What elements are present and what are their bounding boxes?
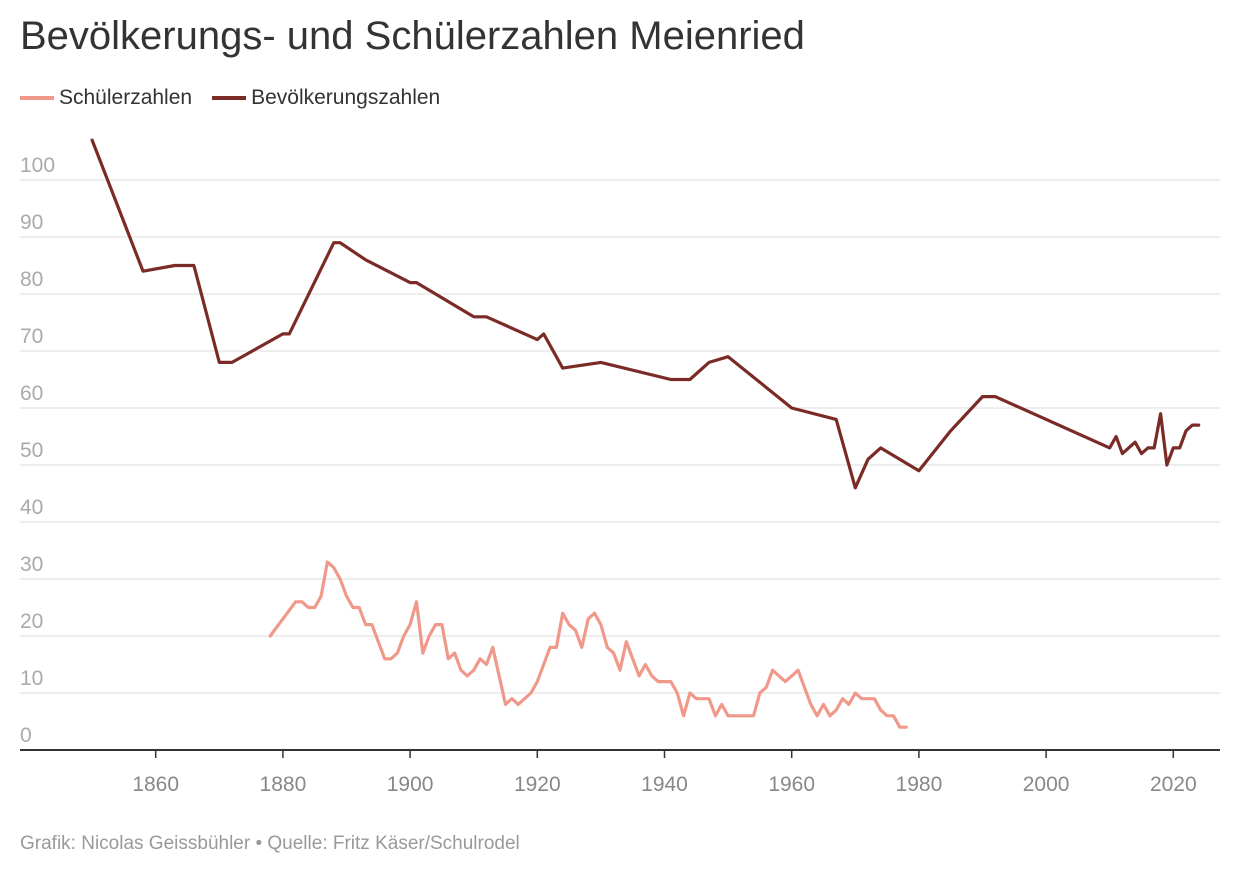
x-tick-label-1920: 1920: [514, 773, 561, 796]
x-tick-label-2000: 2000: [1023, 773, 1070, 796]
legend-item-bevoelkerungszahlen[interactable]: Bevölkerungszahlen: [212, 86, 440, 110]
y-tick-label-30: 30: [20, 553, 43, 576]
y-tick-label-0: 0: [20, 724, 32, 747]
x-tick-label-1880: 1880: [260, 773, 307, 796]
x-axis: 1860 1880 1900 1920 1940 1960 1980 2000 2020: [20, 749, 1220, 796]
y-axis-ticks: 0 10 20 30 40 50 60 70 80 90 100: [20, 154, 55, 747]
series-lines: [90, 138, 1201, 729]
x-tick-label-1900: 1900: [387, 773, 434, 796]
series-line-bevoelkerungszahlen: [90, 138, 1201, 490]
y-tick-label-90: 90: [20, 211, 43, 234]
y-tick-label-40: 40: [20, 496, 43, 519]
y-tick-label-100: 100: [20, 154, 55, 177]
gridlines: [20, 179, 1220, 694]
x-tick-label-1860: 1860: [132, 773, 179, 796]
x-tick-label-1960: 1960: [768, 773, 815, 796]
x-tick-label-2020: 2020: [1150, 773, 1197, 796]
legend: Schülerzahlen Bevölkerungszahlen: [20, 86, 460, 110]
y-tick-label-70: 70: [20, 325, 43, 348]
y-tick-label-50: 50: [20, 439, 43, 462]
legend-label-schuelerzahlen: Schülerzahlen: [59, 86, 193, 109]
legend-label-bevoelkerungszahlen: Bevölkerungszahlen: [251, 86, 441, 109]
legend-swatch-bevoelkerungszahlen: [212, 96, 247, 100]
y-tick-label-10: 10: [20, 667, 43, 690]
legend-swatch-schuelerzahlen: [20, 96, 54, 100]
y-tick-label-80: 80: [20, 268, 43, 291]
x-tick-label-1940: 1940: [641, 773, 688, 796]
chart-title: Bevölkerungs- und Schülerzahlen Meienrie…: [20, 14, 805, 58]
x-tick-label-1980: 1980: [896, 773, 943, 796]
source-footer: Grafik: Nicolas Geissbühler • Quelle: Fr…: [20, 833, 520, 854]
legend-item-schuelerzahlen[interactable]: Schülerzahlen: [20, 86, 192, 110]
y-tick-label-20: 20: [20, 610, 43, 633]
y-tick-label-60: 60: [20, 382, 43, 405]
series-line-schuelerzahlen: [268, 560, 908, 729]
